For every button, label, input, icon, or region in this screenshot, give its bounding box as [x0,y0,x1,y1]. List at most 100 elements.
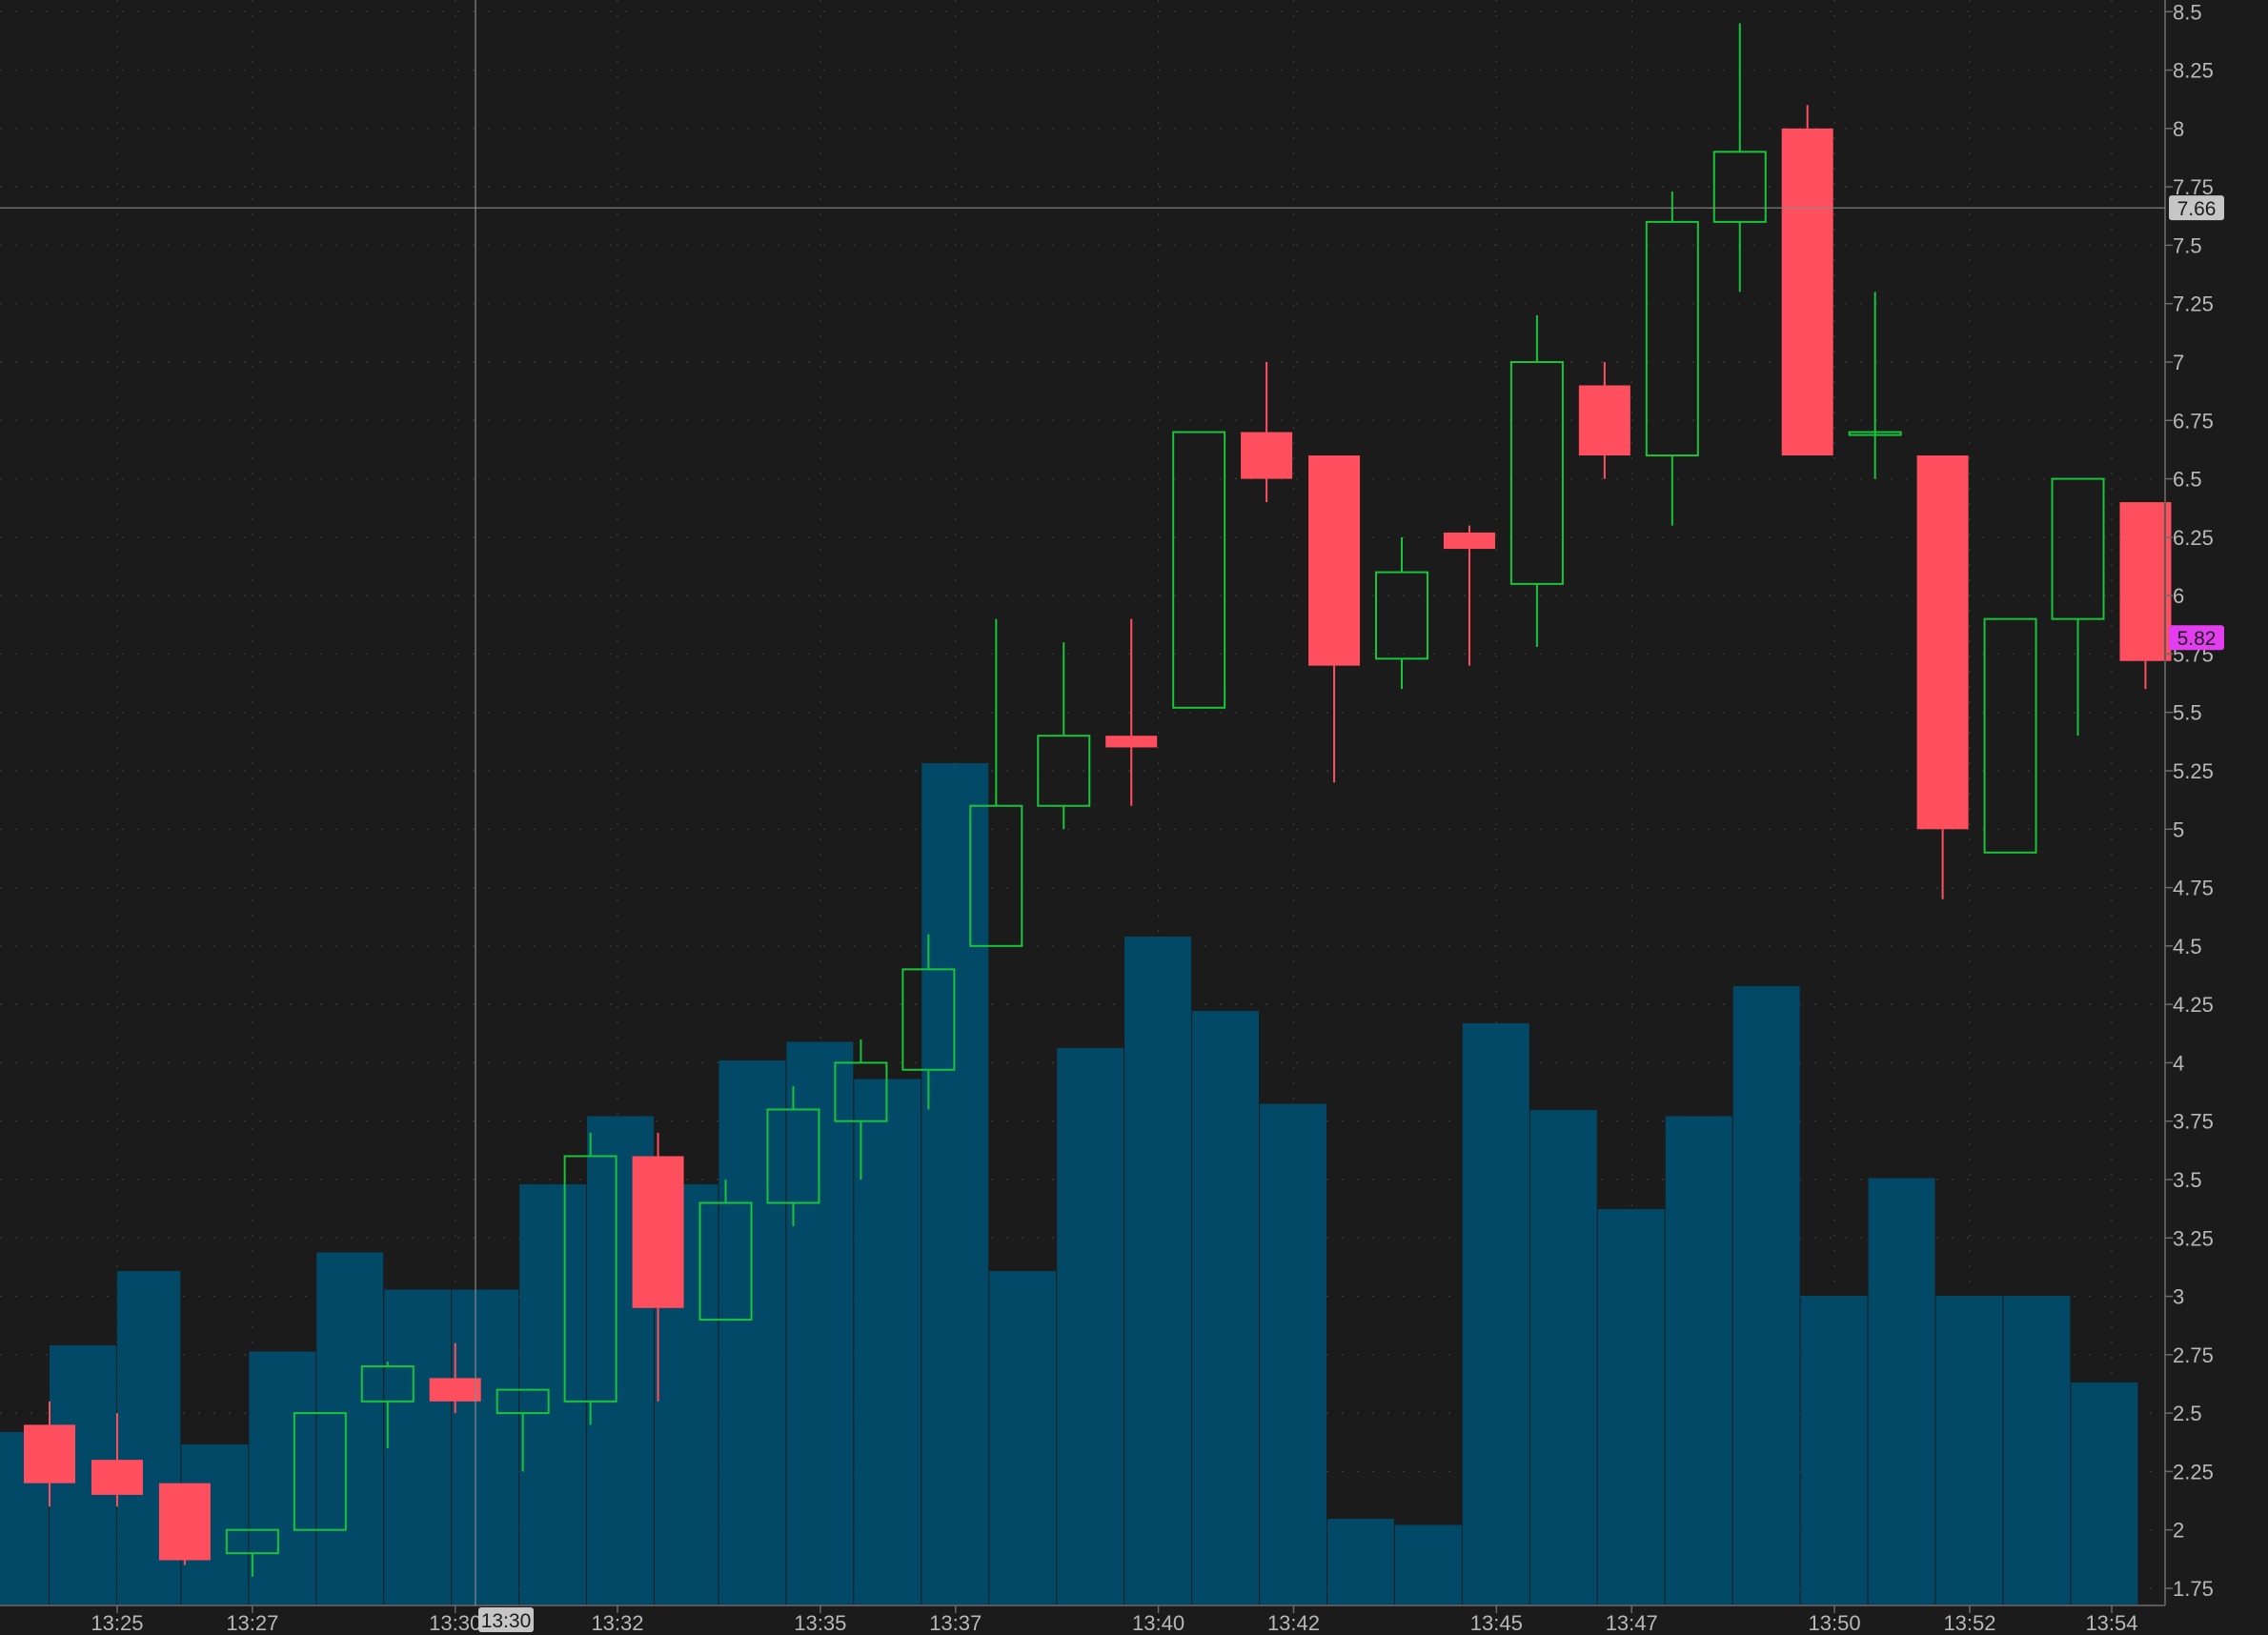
price-tick-label: 5 [2173,818,2184,841]
price-tick-label: 5.25 [2173,759,2214,783]
volume-bar [1732,986,1800,1605]
time-tick-label: 13:52 [1943,1611,1995,1635]
price-tick-label: 2 [2173,1519,2184,1543]
candle-up [2051,477,2105,737]
candle-body [1241,432,1293,479]
candle-body [766,1108,820,1204]
candle-up [1645,192,1699,526]
candle-body [632,1156,684,1308]
price-tick-label: 3.5 [2173,1168,2202,1192]
candle-body [429,1378,481,1402]
volume-bar [1462,1023,1529,1605]
candle-body [158,1483,211,1561]
crosshair-time-tag: 13:30 [477,1607,534,1632]
volume-bar [719,1060,786,1605]
candle-body [360,1365,415,1403]
volume-bar [316,1252,384,1605]
candle-body [1983,617,2037,854]
candle-up [1509,314,1564,648]
price-tick-label: 3.25 [2173,1226,2214,1250]
candle-up [496,1388,550,1472]
candle-body [1105,736,1158,748]
price-tick-label: 8.25 [2173,59,2214,83]
candle-down [1781,105,1833,456]
volume-bar [1529,1110,1597,1605]
candle-body [834,1061,888,1122]
candle-body [2051,477,2105,620]
candle-down [429,1342,481,1414]
candle-up [1983,617,2037,854]
volume-bar [921,763,989,1605]
time-tick-label: 13:40 [1132,1611,1185,1635]
time-tick-label: 13:37 [929,1611,982,1635]
time-tick-label: 13:47 [1606,1611,1658,1635]
price-tick-label: 7.75 [2173,175,2214,199]
candle-body [1578,385,1630,456]
candle-up [225,1528,279,1577]
candle-down [1578,361,1630,479]
candles [24,23,2172,1577]
price-tick-label: 7 [2173,351,2184,374]
time-tick-label: 13:27 [226,1611,278,1635]
candle-up [1712,23,1767,293]
candle-body [1781,128,1833,456]
candle-body [1172,431,1226,709]
candle-body [91,1460,143,1495]
time-tick-label: 13:42 [1267,1611,1320,1635]
candle-down [2119,502,2172,690]
volume-bar [1665,1116,1732,1605]
candle-body [1308,455,1361,666]
crosshair-time-label: 13:30 [481,1610,532,1632]
time-tick-label: 13:25 [91,1611,143,1635]
candle-body [2119,502,2172,661]
price-tick-label: 2.5 [2173,1402,2202,1425]
candle-down [1916,455,1969,899]
price-tick-label: 4.5 [2173,935,2202,959]
volume-bar [519,1184,587,1605]
crosshair-price-tag-bg [2169,195,2224,221]
candle-down [91,1413,143,1507]
candle-up [834,1039,888,1180]
price-tick-label: 6.5 [2173,468,2202,492]
candle-up [1375,536,1428,690]
candle-down [1443,525,1495,666]
last-price-tag-bg [2169,625,2224,651]
candle-up [766,1085,820,1226]
candle-body [901,968,956,1071]
candle-body [1375,571,1428,660]
candle-up [1848,292,1902,479]
candle-up [360,1362,415,1448]
candle-up [293,1412,347,1531]
candle-body [1848,431,1902,436]
candle-up [563,1132,618,1425]
time-axis: 13:25 13:27 13:30 13:32 13:35 13:37 13:40 13:42… [91,1605,2138,1635]
candle-body [496,1388,550,1415]
time-tick-label: 13:50 [1809,1611,1861,1635]
time-tick-label: 13:35 [794,1611,846,1635]
candle-body [1645,220,1699,457]
candle-body [1037,735,1091,807]
volume-bar [249,1351,316,1605]
price-tick-label: 3 [2173,1285,2184,1309]
volume-bar [1597,1209,1665,1605]
time-tick-label: 13:54 [2085,1611,2137,1635]
candle-body [1916,455,1969,830]
candle-up [969,618,1023,947]
candle-up [901,934,956,1110]
price-tick-label: 3.75 [2173,1110,2214,1134]
volume-bar [1868,1178,1935,1605]
candle-down [158,1483,211,1565]
candle-body [1443,532,1495,550]
last-price-label: 5.82 [2177,628,2217,650]
candle-down [1105,618,1158,806]
candle-body [24,1424,75,1484]
crosshair-price-tag: 7.66 [2169,195,2224,221]
price-tick-label: 4.25 [2173,993,2214,1017]
candle-down [1308,455,1361,783]
crosshair-overlay: 7.66 13:30 5.82 [0,0,2224,1632]
price-tick-label: 8 [2173,117,2184,141]
volume-bars [0,763,2138,1605]
price-tick-label: 7.25 [2173,293,2214,316]
last-price-tag: 5.82 [2169,625,2224,651]
